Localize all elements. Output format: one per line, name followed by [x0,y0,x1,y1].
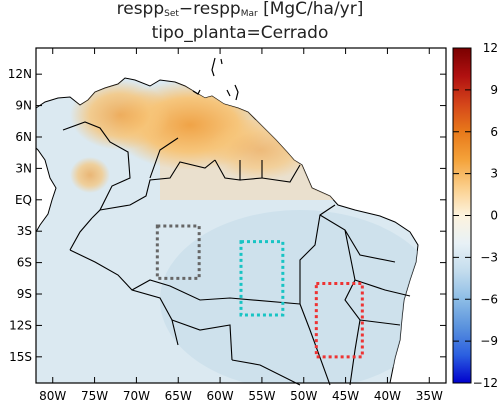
lat-tick-label: 3S [17,224,32,238]
colorbar-tick-label: −12 [473,376,498,390]
title-line-1: resppSet−resppMar [MgC/ha/yr] [116,0,364,19]
lat-tick-label: 9S [17,287,32,301]
colorbar-tick-label: 6 [490,125,498,139]
colorbar-ticks: 12 9 6 3 0 −3 −6 −9 −12 [453,41,498,390]
lat-tick-label: 9N [15,99,32,113]
lat-tick-label: 3N [15,161,32,175]
lat-tick-label: 12S [9,318,32,332]
islands [192,57,239,101]
colorbar-tick-label: 0 [490,209,498,223]
colorbar-tick-label: −6 [480,292,498,306]
plot-frame [35,47,447,384]
colorbar-tick-label: −3 [480,250,498,264]
grey-box [155,224,201,280]
lon-tick-label: 60W [207,389,234,403]
longitude-axis: 80W 75W 70W 65W 60W 55W 50W 45W 40W 35W [39,48,443,403]
colorbar-tick-label: −9 [480,334,498,348]
country-borders [62,121,411,386]
lon-tick-label: 70W [123,389,150,403]
map-title: resppSet−resppMar [MgC/ha/yr] tipo_plant… [0,0,480,43]
lat-tick-label: 6S [17,256,32,270]
colorbar: 12 9 6 3 0 −3 −6 −9 −12 [452,41,498,390]
lon-tick-label: 35W [416,389,443,403]
cyan-box [239,240,285,317]
lon-tick-label: 65W [165,389,192,403]
colorbar-tick-label: 9 [490,83,498,97]
title-line-2: tipo_planta=Cerrado [151,23,329,43]
latitude-axis: 12N 9N 6N 3N EQ 3S 6S 9S 12S 15S [8,67,446,364]
lon-tick-label: 50W [290,389,317,403]
lat-tick-label: 6N [15,130,32,144]
lon-tick-label: 75W [81,389,108,403]
colorbar-tick-label: 12 [483,41,498,55]
lat-tick-label: 15S [9,350,32,364]
lon-tick-label: 45W [332,389,359,403]
lat-tick-label: EQ [15,193,32,207]
lon-tick-label: 55W [248,389,275,403]
lon-tick-label: 40W [374,389,401,403]
lon-tick-label: 80W [39,389,66,403]
colorbar-tick-label: 3 [490,167,498,181]
lat-tick-label: 12N [8,67,32,81]
region-boxes [155,224,364,359]
